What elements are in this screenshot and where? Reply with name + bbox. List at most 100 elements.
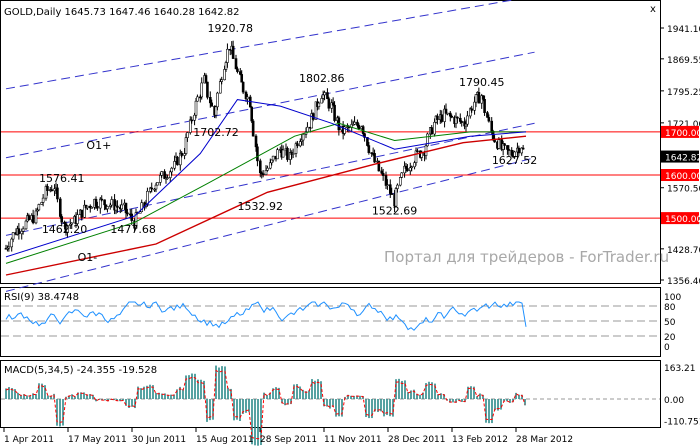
candle-body <box>168 171 172 178</box>
candle-body <box>426 133 429 147</box>
candle-body <box>204 75 208 83</box>
macd-histogram-bar <box>107 399 109 402</box>
candle-body <box>424 145 428 156</box>
macd-histogram-bar <box>182 389 184 399</box>
macd-histogram-bar <box>296 384 298 399</box>
candle-body <box>76 214 79 224</box>
candle-body <box>180 152 184 156</box>
candle-body <box>276 149 279 160</box>
candle-body <box>443 108 446 122</box>
candle-body <box>506 145 509 150</box>
candle-body <box>497 139 501 149</box>
macd-histogram-bar <box>395 379 397 399</box>
macd-histogram-bar <box>287 399 289 405</box>
candle-body <box>517 147 521 154</box>
macd-histogram-bar <box>419 394 421 399</box>
candle-body <box>458 117 462 122</box>
level-price-label: 1700.00 <box>665 129 700 139</box>
macd-histogram-bar <box>41 383 43 399</box>
moving-average-green <box>5 122 526 264</box>
candle-body <box>158 175 162 183</box>
macd-histogram-bar <box>383 399 385 417</box>
macd-histogram-bar <box>455 399 457 403</box>
candle-body <box>37 204 41 211</box>
macd-histogram-bar <box>404 380 406 399</box>
macd-histogram-bar <box>434 383 436 399</box>
candle-body <box>264 170 268 176</box>
candle-body <box>86 205 89 209</box>
macd-histogram-bar <box>413 389 415 399</box>
candle-body <box>238 71 242 75</box>
close-icon[interactable]: x <box>650 4 656 15</box>
candle-body <box>404 165 408 169</box>
candle-body <box>96 206 99 209</box>
candle-body <box>186 132 189 138</box>
macd-histogram-bar <box>86 394 88 399</box>
candle-body <box>218 81 222 94</box>
macd-histogram-bar <box>323 399 325 407</box>
annotation-label: O1+ <box>86 139 111 152</box>
macd-histogram-bar <box>266 394 268 399</box>
macd-histogram-bar <box>179 386 181 399</box>
macd-tick-label: -110.751 <box>664 418 700 428</box>
rsi-tick-label: 20 <box>664 333 676 343</box>
candle-body <box>173 161 176 169</box>
macd-histogram-bar <box>161 393 163 399</box>
macd-histogram-bar <box>221 366 223 399</box>
candle-body <box>327 98 331 109</box>
candle-body <box>20 230 24 235</box>
macd-histogram-bar <box>410 390 412 399</box>
macd-histogram-bar <box>407 392 409 399</box>
main-price-pane[interactable]: 1920.78 1802.86 1790.45 1702.72 1576.41 1462.… <box>1 0 660 292</box>
moving-average-red <box>5 135 527 276</box>
candle-body <box>473 101 476 111</box>
level-price-tag <box>661 169 699 182</box>
candle-body <box>398 177 402 186</box>
candle-body <box>46 186 49 191</box>
candle-body <box>390 193 394 195</box>
macd-histogram-bar <box>215 365 217 399</box>
candle-body <box>120 204 124 210</box>
macd-histogram-bar <box>350 395 352 399</box>
macd-histogram-bar <box>485 399 487 423</box>
candle-body <box>357 125 361 129</box>
macd-histogram-bar <box>359 395 361 399</box>
macd-histogram-bar <box>368 399 370 419</box>
candle-body <box>477 92 481 104</box>
time-tick-label: 11 Nov 2011 <box>324 435 382 445</box>
candle-body <box>446 112 449 115</box>
macd-histogram-bar <box>218 367 220 399</box>
macd-histogram-bar <box>242 399 244 414</box>
candle-body <box>83 204 86 218</box>
macd-histogram-bar <box>89 394 91 399</box>
candle-body <box>190 119 194 122</box>
price-tick-label: 1570.50 <box>667 185 700 195</box>
macd-histogram-bar <box>155 392 157 399</box>
time-tick-label: 28 Mar 2012 <box>516 435 573 445</box>
candle-body <box>56 187 59 200</box>
macd-histogram-bar <box>425 383 427 399</box>
macd-histogram-bar <box>203 380 205 399</box>
macd-histogram-bar <box>356 395 358 399</box>
macd-histogram-bar <box>320 381 322 399</box>
candle-body <box>521 147 525 150</box>
rsi-pane[interactable] <box>1 301 660 337</box>
time-tick-label: 15 Aug 2011 <box>196 435 254 445</box>
candle-body <box>513 151 516 158</box>
macd-histogram-bar <box>236 399 238 420</box>
macd-pane[interactable] <box>1 365 660 446</box>
candle-body <box>66 225 69 233</box>
macd-histogram-bar <box>128 399 130 408</box>
macd-histogram-bar <box>272 388 274 399</box>
candle-body <box>58 198 62 217</box>
macd-histogram-bar <box>371 399 373 419</box>
candle-body <box>231 45 235 59</box>
macd-histogram-bar <box>158 392 160 399</box>
candle-body <box>448 112 452 117</box>
candle-body <box>450 115 454 118</box>
price-tick-label: 1428.70 <box>667 246 700 256</box>
candle-body <box>408 167 412 172</box>
candle-body <box>90 206 94 209</box>
candle-body <box>317 102 321 108</box>
annotation-label: 1702.72 <box>193 126 239 139</box>
